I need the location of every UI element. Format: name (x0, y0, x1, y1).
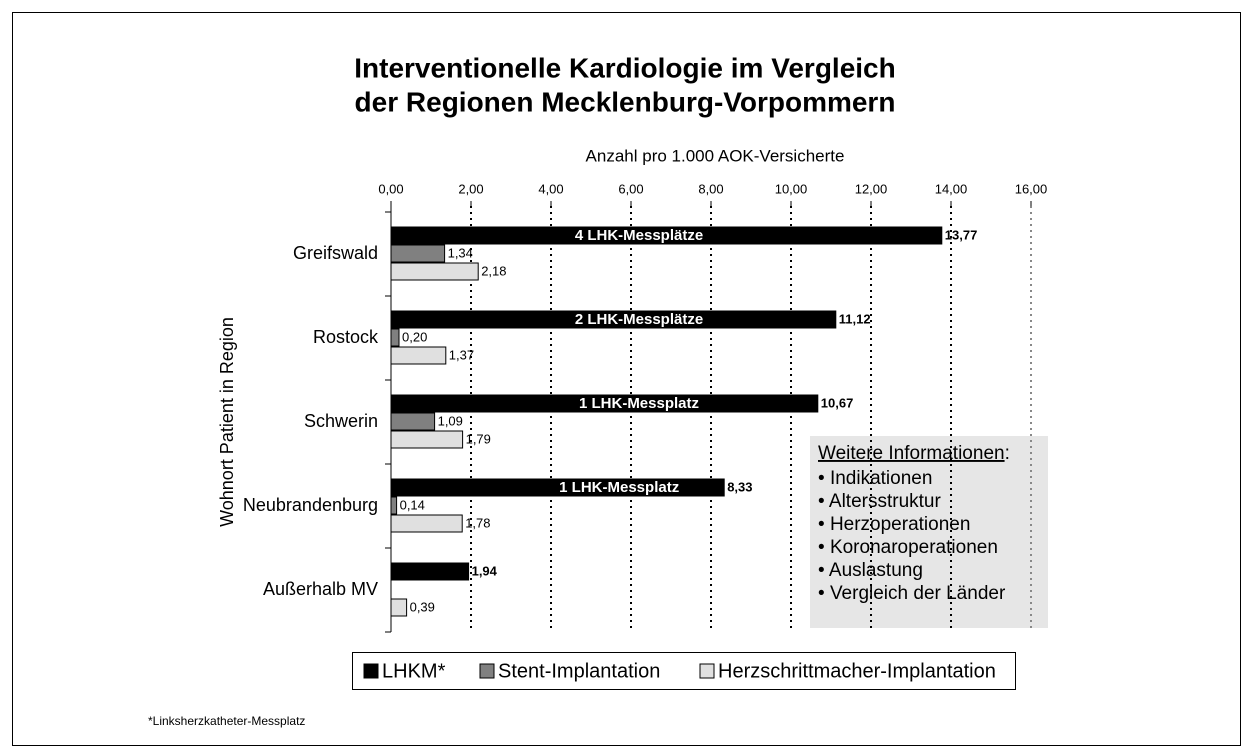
info-item: • Herzoperationen (818, 514, 970, 535)
info-item: • Vergleich der Länder (818, 583, 1006, 604)
x-tick-label: 0,00 (378, 181, 403, 196)
bar (390, 394, 819, 413)
value-label: 10,67 (821, 395, 854, 410)
value-label: 1,94 (472, 563, 498, 578)
info-item: • Indikationen (818, 468, 932, 489)
legend-swatch (479, 663, 495, 679)
legend-swatch (699, 663, 715, 679)
chart-title: Interventionelle Kardiologie im Vergleic… (354, 52, 895, 83)
bar (390, 412, 436, 431)
x-axis-label: Anzahl pro 1.000 AOK-Versicherte (586, 146, 845, 165)
y-axis-label: Wohnort Patient in Region (217, 317, 237, 527)
value-label: 8,33 (727, 479, 752, 494)
value-label: 1,79 (466, 431, 491, 446)
y-tick-label: Schwerin (304, 411, 378, 431)
bar-annotation: 4 LHK-Messplätze (575, 227, 703, 244)
value-label: 0,14 (400, 497, 425, 512)
bar (390, 328, 400, 347)
value-label: 1,78 (465, 515, 490, 530)
bar (390, 514, 463, 533)
bullet: • (818, 468, 830, 489)
y-tick-label: Neubrandenburg (243, 495, 378, 515)
y-tick-label: Rostock (313, 327, 379, 347)
legend (352, 652, 1016, 690)
bar (390, 496, 398, 515)
bar-annotation: 2 LHK-Messplätze (575, 311, 703, 328)
x-tick-label: 2,00 (458, 181, 483, 196)
info-item-text: Altersstruktur (829, 491, 942, 512)
bar (390, 430, 464, 449)
legend-label: LHKM* (382, 660, 446, 682)
x-tick-label: 14,00 (935, 181, 968, 196)
bar (390, 244, 446, 263)
chart-title: der Regionen Mecklenburg-Vorpommern (355, 86, 896, 117)
value-label: 2,18 (481, 263, 506, 278)
legend-label: Herzschrittmacher-Implantation (718, 660, 996, 682)
legend-swatch (363, 663, 379, 679)
info-heading-text: Weitere Informationen (818, 443, 1005, 464)
bar-annotation: 1 LHK-Messplatz (559, 479, 679, 496)
value-label: 1,09 (438, 413, 463, 428)
value-label: 11,12 (839, 311, 871, 326)
x-tick-label: 6,00 (618, 181, 643, 196)
x-tick-label: 12,00 (855, 181, 888, 196)
bullet: • (818, 491, 829, 512)
bar (390, 598, 408, 617)
bar-annotation: 1 LHK-Messplatz (579, 395, 699, 412)
y-tick-label: Greifswald (293, 243, 378, 263)
value-label: 1,34 (448, 245, 473, 260)
x-tick-label: 16,00 (1015, 181, 1048, 196)
bar (390, 310, 837, 329)
x-tick-label: 8,00 (698, 181, 723, 196)
value-label: 0,20 (402, 329, 427, 344)
bar (390, 562, 470, 581)
info-item-text: Auslastung (829, 560, 923, 581)
info-heading: Weitere Informationen: (818, 443, 1010, 464)
info-heading-colon: : (1005, 443, 1010, 464)
info-box (810, 436, 1048, 628)
y-tick-label: Außerhalb MV (263, 579, 378, 599)
info-item-text: Koronaroperationen (830, 537, 998, 558)
value-label: 1,37 (449, 347, 474, 362)
bar (390, 262, 479, 281)
bar (390, 346, 447, 365)
footnote: *Linksherzkatheter-Messplatz (148, 714, 305, 728)
bullet: • (818, 560, 829, 581)
info-item-text: Vergleich der Länder (830, 583, 1006, 604)
info-item: • Altersstruktur (818, 491, 941, 512)
bar (390, 478, 725, 497)
bullet: • (818, 537, 830, 558)
frame (12, 12, 1241, 746)
x-tick-label: 10,00 (775, 181, 808, 196)
value-label: 0,39 (410, 599, 435, 614)
bullet: • (818, 583, 830, 604)
x-tick-label: 4,00 (538, 181, 563, 196)
info-item-text: Indikationen (830, 468, 932, 489)
legend-label: Stent-Implantation (498, 660, 660, 682)
info-item: • Auslastung (818, 560, 923, 581)
bullet: • (818, 514, 830, 535)
value-label: 13,77 (945, 227, 978, 242)
info-item: • Koronaroperationen (818, 537, 998, 558)
bar (390, 226, 943, 245)
info-item-text: Herzoperationen (830, 514, 970, 535)
